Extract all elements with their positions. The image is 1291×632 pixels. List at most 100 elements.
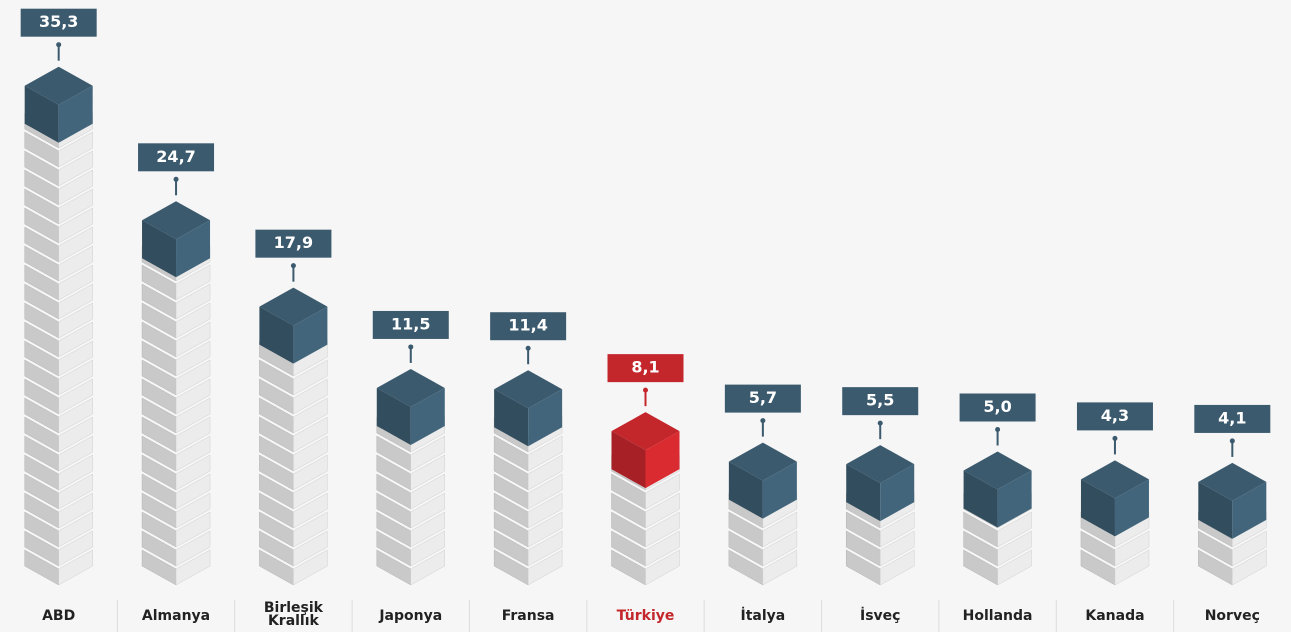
cube-left xyxy=(494,389,529,447)
slab-right xyxy=(58,416,93,453)
cube-left xyxy=(259,306,294,364)
cube-right xyxy=(645,431,680,489)
category-label: Kanada xyxy=(1085,608,1145,624)
bar xyxy=(141,201,211,586)
slab-right xyxy=(410,454,446,491)
cube-right xyxy=(58,85,93,143)
slab-right xyxy=(175,321,211,358)
cube-left xyxy=(1198,481,1233,539)
category-label: Hollanda xyxy=(962,608,1033,624)
slab-right xyxy=(175,492,211,529)
category-label: Almanya xyxy=(141,608,211,624)
bar xyxy=(1198,462,1267,586)
slab-right xyxy=(293,397,328,434)
slab-right xyxy=(58,549,93,586)
slab-right xyxy=(58,207,93,244)
value-label: 4,1 xyxy=(1218,408,1246,427)
value-label-box xyxy=(1076,402,1153,431)
cube-left xyxy=(728,461,763,519)
pin-dot xyxy=(290,263,296,269)
value-label: 11,4 xyxy=(508,316,547,335)
cube-right xyxy=(762,461,797,519)
cube-right xyxy=(176,220,211,278)
cube-left xyxy=(142,220,177,278)
slab-right xyxy=(1114,530,1150,567)
cube-left xyxy=(846,464,881,522)
value-label: 17,9 xyxy=(274,233,313,252)
pin-dot xyxy=(1112,435,1118,441)
slab-right xyxy=(58,473,93,510)
cube-left xyxy=(1080,479,1115,537)
slab-right xyxy=(410,473,446,510)
slab-right xyxy=(58,397,93,434)
cube-right xyxy=(293,306,328,364)
pin-dot xyxy=(1229,438,1235,444)
slab-right xyxy=(293,378,328,415)
slab-right xyxy=(527,454,563,491)
pin-dot xyxy=(56,42,62,48)
category-label: ABD xyxy=(42,608,76,624)
bar xyxy=(24,66,93,586)
slab-right xyxy=(293,530,328,567)
cube-left xyxy=(376,387,411,445)
slab-right xyxy=(879,511,915,548)
slab-right xyxy=(58,226,93,263)
slab-right xyxy=(58,454,93,491)
value-label-box xyxy=(959,393,1036,422)
cube-right xyxy=(1232,481,1267,539)
category-label: Japonya xyxy=(379,608,443,624)
cube-right xyxy=(997,470,1032,528)
bar xyxy=(259,287,328,586)
slab-right xyxy=(293,435,328,472)
slab-right xyxy=(1114,549,1150,586)
value-label-box xyxy=(372,310,449,339)
category-label: Birleşik Krallık xyxy=(263,600,323,629)
category-label: Fransa xyxy=(501,608,555,624)
pin-dot xyxy=(877,420,883,426)
slab-right xyxy=(175,435,211,472)
value-label-box xyxy=(490,312,567,341)
pin-dot xyxy=(408,344,414,350)
cube-left xyxy=(24,85,59,143)
value-label-box xyxy=(607,354,684,383)
slab-right xyxy=(58,188,93,225)
value-label-box xyxy=(724,384,801,413)
slab-right xyxy=(293,473,328,510)
slab-right xyxy=(410,511,446,548)
pin-dot xyxy=(525,345,531,351)
slab-right xyxy=(879,549,915,586)
bar xyxy=(963,451,1032,586)
slab-right xyxy=(997,511,1032,548)
slab-right xyxy=(58,302,93,339)
value-label-box xyxy=(20,8,97,37)
cube-top xyxy=(24,66,93,105)
value-label-box xyxy=(255,229,332,258)
slab-right xyxy=(645,511,680,548)
bar xyxy=(376,368,446,586)
slab-right xyxy=(175,283,211,320)
bar xyxy=(493,370,563,586)
slab-right xyxy=(527,530,563,567)
value-label-box xyxy=(138,143,215,172)
slab-right xyxy=(293,511,328,548)
slab-right xyxy=(762,511,798,548)
cube-left xyxy=(963,470,998,528)
slab-right xyxy=(1232,549,1267,586)
slab-right xyxy=(58,359,93,396)
value-label: 8,1 xyxy=(631,358,659,377)
slab-right xyxy=(58,169,93,206)
pin-dot xyxy=(760,418,766,424)
slab-right xyxy=(293,454,328,491)
slab-right xyxy=(58,340,93,377)
slab-right xyxy=(1232,530,1267,567)
bar xyxy=(611,412,680,586)
category-label: Norveç xyxy=(1204,608,1260,624)
slab-right xyxy=(175,378,211,415)
cube-right xyxy=(410,387,445,445)
slab-right xyxy=(175,302,211,339)
slab-right xyxy=(527,492,563,529)
slab-right xyxy=(58,511,93,548)
slab-right xyxy=(175,549,211,586)
